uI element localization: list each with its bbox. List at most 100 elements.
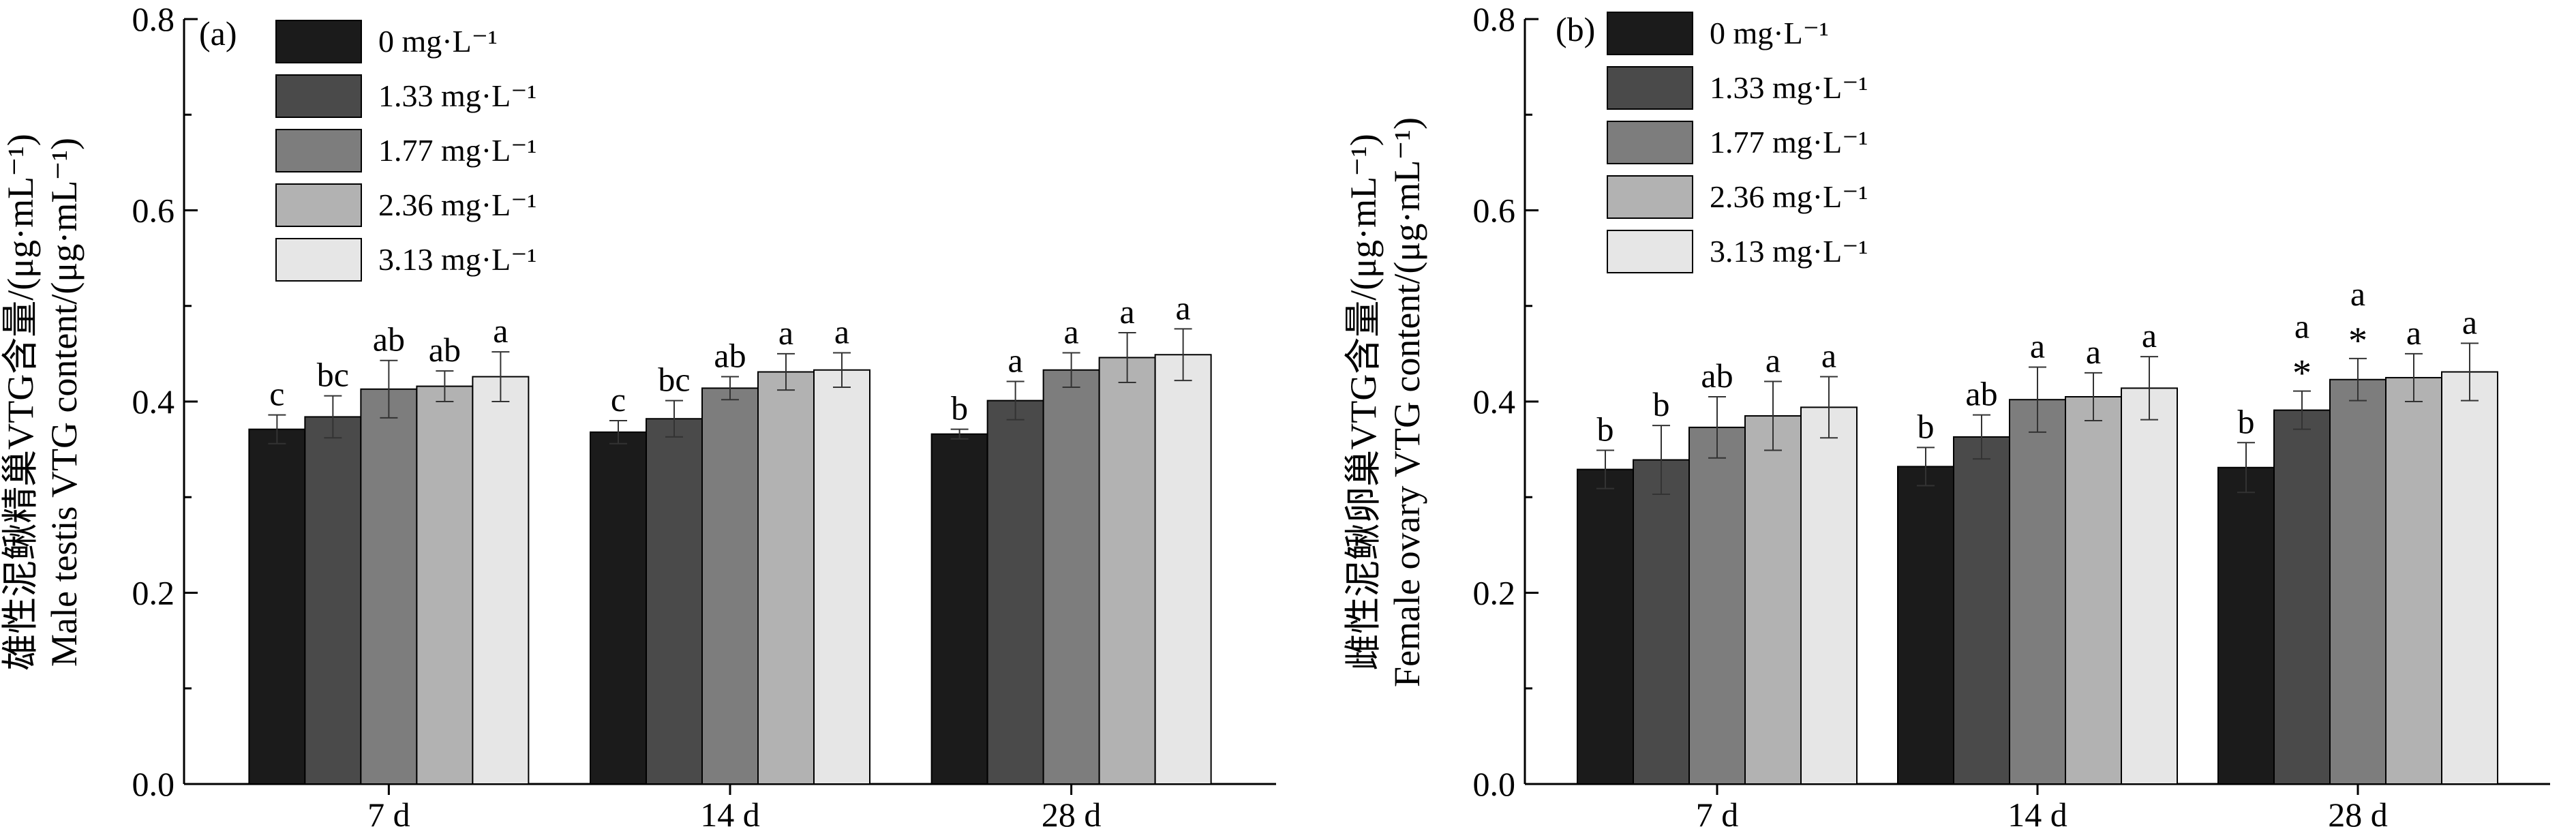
significance-letter: a [2030,327,2045,365]
legend-label: 3.13 mg·L⁻¹ [1710,234,1868,269]
legend-swatch [1607,230,1693,273]
x-tick-label: 7 d [367,796,410,829]
legend-swatch [1607,175,1693,219]
legend-swatch [275,129,362,172]
significance-letter: c [611,380,626,419]
x-tick-label: 14 d [700,796,760,829]
y-axis-label-en: Female ovary VTG content/(μg·mL⁻¹) [1387,117,1427,687]
significance-letter: a [1008,342,1023,380]
significance-letter: ab [1701,357,1733,395]
bar [930,433,988,785]
bar [1744,415,1802,785]
bar [1953,436,2010,785]
y-axis-label-cn: 雄性泥鳅精巢VTG含量/(μg·mL⁻¹) [0,134,41,671]
y-tick-label: 0.8 [1473,0,1516,38]
bar [360,388,418,785]
panel-label: (b) [1556,10,1595,48]
significance-letter: a [1064,312,1079,350]
legend-label: 2.36 mg·L⁻¹ [1710,179,1868,214]
bar [701,387,759,785]
y-tick-label: 0.0 [132,765,175,803]
significance-letter: a [493,312,508,350]
bar [2065,395,2122,785]
legend-label: 0 mg·L⁻¹ [1710,16,1829,50]
y-tick-label: 0.2 [1473,574,1516,612]
significance-letter: a [1120,292,1135,331]
y-tick-label: 0.4 [132,382,175,421]
significance-letter: ab [373,320,405,359]
significance-letter: a [778,314,793,352]
bar [1098,357,1156,785]
y-tick-label: 0.8 [132,0,175,38]
legend-swatch [275,20,362,63]
y-tick-label: 0.6 [132,192,175,230]
bar [1633,459,1690,785]
significance-letter: a [834,312,849,350]
x-tick-label: 14 d [2007,796,2067,829]
bar [1688,426,1746,785]
legend-label: 1.33 mg·L⁻¹ [378,78,536,113]
bar [986,400,1044,785]
significance-letter: a [2086,333,2101,371]
significance-letter: a [2350,275,2365,313]
y-tick-label: 0.4 [1473,382,1516,421]
significance-letter: a [1766,342,1781,380]
significance-letter: a [1176,288,1191,327]
bar [1042,369,1100,785]
bar [1800,406,1858,785]
panel-label: (a) [199,14,237,52]
legend-label: 2.36 mg·L⁻¹ [378,187,536,222]
significance-letter: a [1821,337,1836,375]
significance-star: * [2292,352,2312,395]
legend-swatch [275,238,362,282]
significance-letter: ab [429,331,461,369]
bar [1577,468,1634,785]
y-tick-label: 0.0 [1473,765,1516,803]
significance-letter: ab [714,337,746,375]
significance-letter: a [2142,316,2157,355]
bar [590,431,647,785]
bar [472,376,530,785]
bar [1154,354,1212,785]
bar [2385,376,2442,785]
bar [2329,378,2386,785]
legend-label: 1.77 mg·L⁻¹ [1710,125,1868,160]
bar [813,369,870,785]
significance-letter: b [1918,407,1935,445]
y-tick-label: 0.2 [132,574,175,612]
significance-letter: b [1597,410,1614,449]
bar [2441,371,2498,785]
legend-swatch [1607,12,1693,55]
bar [646,418,703,785]
significance-star: * [2348,320,2367,362]
bar [1897,466,1954,785]
x-tick-label: 28 d [1042,796,1102,829]
legend-label: 1.33 mg·L⁻¹ [1710,70,1868,105]
significance-letter: b [1653,385,1670,423]
bar [2009,399,2066,785]
bar [248,428,306,785]
y-tick-label: 0.6 [1473,192,1516,230]
significance-letter: a [2406,314,2421,352]
significance-letter: b [951,389,968,427]
bar [416,385,474,785]
x-tick-label: 28 d [2328,796,2388,829]
significance-letter: a [2294,307,2309,346]
significance-letter: bc [658,361,690,399]
bar [757,371,815,785]
x-tick-label: 7 d [1696,796,1739,829]
significance-letter: c [269,375,284,413]
significance-letter: a [2462,303,2477,341]
legend-swatch [275,74,362,118]
bar [2273,409,2331,785]
legend-label: 3.13 mg·L⁻¹ [378,242,536,277]
significance-letter: bc [317,356,349,394]
bar [2121,387,2178,785]
legend-label: 0 mg·L⁻¹ [378,24,498,59]
y-axis-label-cn: 雌性泥鳅卵巢VTG含量/(μg·mL⁻¹) [1343,134,1384,671]
legend-label: 1.77 mg·L⁻¹ [378,133,536,168]
